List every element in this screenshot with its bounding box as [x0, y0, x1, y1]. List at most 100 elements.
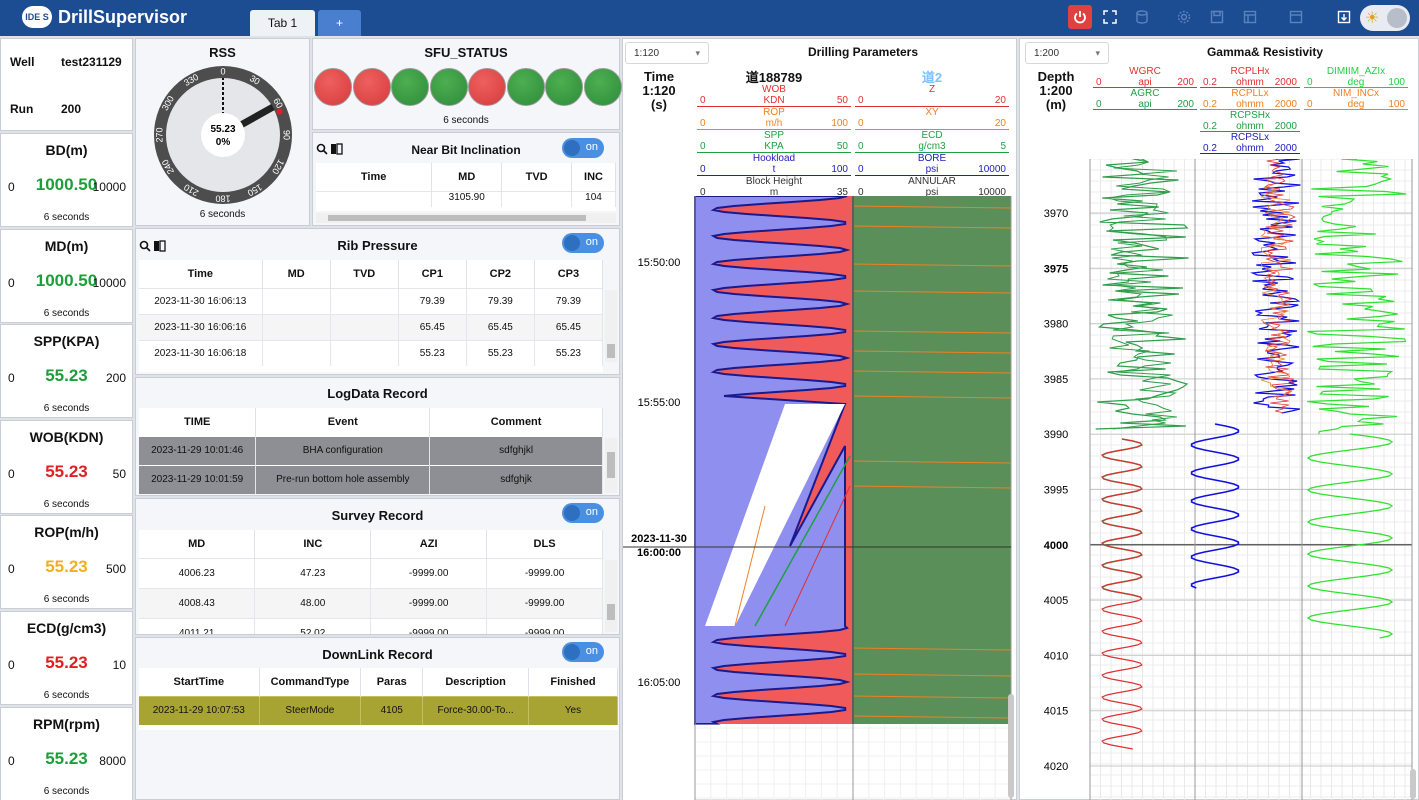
- tab-1[interactable]: Tab 1: [250, 10, 315, 36]
- table-row[interactable]: 4008.43 48.00 -9999.00 -9999.00: [139, 587, 603, 618]
- xy-curve-segment: [852, 695, 1012, 699]
- gauge-value: 55.23: [45, 748, 88, 768]
- xy-curve-segment: [852, 485, 1012, 489]
- gamma-scale-select[interactable]: 1:200 ▾: [1025, 42, 1109, 64]
- curve-header: BORE 0 psi 10000: [855, 153, 1009, 176]
- xy-curve-segment: [852, 205, 1012, 209]
- sfu-light: [391, 68, 429, 106]
- column-header[interactable]: TVD: [330, 260, 399, 288]
- column-header[interactable]: INC: [254, 530, 372, 558]
- export-icon[interactable]: [1332, 5, 1356, 29]
- well-info-panel: Well test231129 Run 200: [0, 38, 133, 131]
- column-header[interactable]: Finished: [528, 668, 618, 696]
- survey-toggle[interactable]: on: [562, 503, 604, 523]
- table-row[interactable]: 2023-11-30 16:06:18 55.23 55.23 55.23: [139, 339, 603, 366]
- column-header[interactable]: INC: [571, 163, 616, 191]
- nbi-hscroll[interactable]: [316, 213, 616, 223]
- xy-curve-segment: [852, 647, 1012, 651]
- logdata-vscroll[interactable]: [605, 438, 617, 493]
- column-header[interactable]: Paras: [360, 668, 424, 696]
- gauge-foot: 6 seconds: [43, 307, 90, 319]
- xy-curve-segment: [852, 290, 1012, 294]
- save-icon[interactable]: [1205, 5, 1229, 29]
- column-header[interactable]: Comment: [429, 408, 603, 436]
- table-row[interactable]: 2023-11-29 10:01:59 Pre-run bottom hole a…: [139, 464, 603, 494]
- drilling-scale-select[interactable]: 1:120 ▾: [625, 42, 709, 64]
- column-header[interactable]: AZI: [370, 530, 488, 558]
- fullscreen-icon[interactable]: [1098, 5, 1122, 29]
- column-header[interactable]: CP3: [534, 260, 603, 288]
- column-header[interactable]: StartTime: [139, 668, 260, 696]
- gauge-name: RPM(rpm): [33, 715, 100, 732]
- column-header[interactable]: MD: [139, 530, 256, 558]
- gauge-min: 0: [8, 466, 15, 481]
- column-header[interactable]: TVD: [501, 163, 573, 191]
- column-header[interactable]: TIME: [139, 408, 257, 436]
- column-header[interactable]: Time: [316, 163, 433, 191]
- curve-min: 0: [1307, 99, 1313, 110]
- table-cell: [316, 190, 433, 207]
- column-header[interactable]: Time: [139, 260, 263, 288]
- add-tab-button[interactable]: +: [318, 10, 361, 36]
- downlink-toggle[interactable]: on: [562, 642, 604, 662]
- table-row[interactable]: 2023-11-29 10:07:53 SteerMode 4105 Force-30…: [139, 695, 618, 725]
- gamma-title: Gamma& Resistivity: [1206, 45, 1324, 59]
- curve-name: RCPSLx: [1230, 132, 1270, 143]
- curve-max: 20: [994, 118, 1006, 129]
- layout-icon[interactable]: [1238, 5, 1262, 29]
- settings-icon[interactable]: [1172, 5, 1196, 29]
- template-icon[interactable]: [1284, 5, 1308, 29]
- curve-unit: psi: [925, 187, 939, 198]
- curve-max: 200: [1177, 77, 1194, 88]
- curve-min: 0.2: [1203, 121, 1217, 132]
- drilling-parameters-panel: 1:120 ▾ Drilling Parameters Time 1:120 (s) …: [622, 38, 1017, 800]
- depth-tick-label: 3985: [1044, 374, 1068, 386]
- column-header[interactable]: DLS: [486, 530, 603, 558]
- power-icon[interactable]: [1068, 5, 1092, 29]
- table-row[interactable]: 2023-11-29 10:01:46 BHA configuration sdfg…: [139, 435, 603, 465]
- rop-curve: [734, 505, 766, 627]
- rss-center-value: 55.23: [210, 124, 235, 135]
- curve-unit: deg: [1347, 99, 1365, 110]
- column-header[interactable]: Description: [422, 668, 529, 696]
- drill-track1-title: 道188789: [745, 70, 803, 85]
- column-header[interactable]: CP2: [466, 260, 535, 288]
- column-header[interactable]: Event: [255, 408, 431, 436]
- curve-unit: api: [1138, 99, 1152, 110]
- search-icon[interactable]: [316, 142, 328, 160]
- rib-toggle[interactable]: on: [562, 233, 604, 253]
- curve-max: 2000: [1274, 121, 1297, 132]
- downlink-title: DownLink Record: [322, 647, 433, 662]
- table-cell: 79.39: [466, 287, 535, 314]
- near-bit-inclination-panel: Near Bit Inclination on Time MD TVD INC 3105…: [312, 132, 620, 226]
- curve-header: XY 0 20: [855, 107, 1009, 130]
- rss-title: RSS: [209, 45, 236, 60]
- curve-max: 50: [836, 95, 848, 106]
- column-header[interactable]: MD: [262, 260, 331, 288]
- gamma-vscroll[interactable]: [1410, 769, 1416, 799]
- table-row[interactable]: 2023-11-30 16:06:13 79.39 79.39 79.39: [139, 287, 603, 314]
- search-icon[interactable]: [139, 239, 151, 257]
- table-row[interactable]: 4006.23 47.23 -9999.00 -9999.00: [139, 557, 603, 588]
- table-row[interactable]: 4011.21 52.02 -9999.00 -9999.00: [139, 617, 603, 634]
- table-row[interactable]: 2023-11-30 16:06:16 65.45 65.45 65.45: [139, 313, 603, 340]
- columns-icon[interactable]: [154, 239, 166, 257]
- curve-unit: api: [1138, 77, 1152, 88]
- gauge-min: 0: [8, 275, 15, 290]
- nbi-toggle[interactable]: on: [562, 138, 604, 158]
- rib-vscroll[interactable]: [605, 290, 617, 362]
- column-header[interactable]: CP1: [398, 260, 467, 288]
- gauge-value: 1000.50: [35, 270, 98, 290]
- survey-vscroll[interactable]: [605, 560, 617, 632]
- database-icon[interactable]: [1130, 5, 1154, 29]
- columns-icon[interactable]: [331, 142, 343, 160]
- theme-toggle[interactable]: ☀: [1360, 5, 1410, 31]
- gauge-min: 0: [8, 562, 15, 577]
- toggle-knob: [1387, 8, 1407, 28]
- table-row[interactable]: 3105.90 104: [316, 190, 616, 207]
- column-header[interactable]: CommandType: [259, 668, 362, 696]
- drill-vscroll[interactable]: [1008, 694, 1014, 798]
- column-header[interactable]: MD: [431, 163, 503, 191]
- gauge-foot: 6 seconds: [43, 785, 90, 797]
- well-label: Well: [10, 55, 35, 69]
